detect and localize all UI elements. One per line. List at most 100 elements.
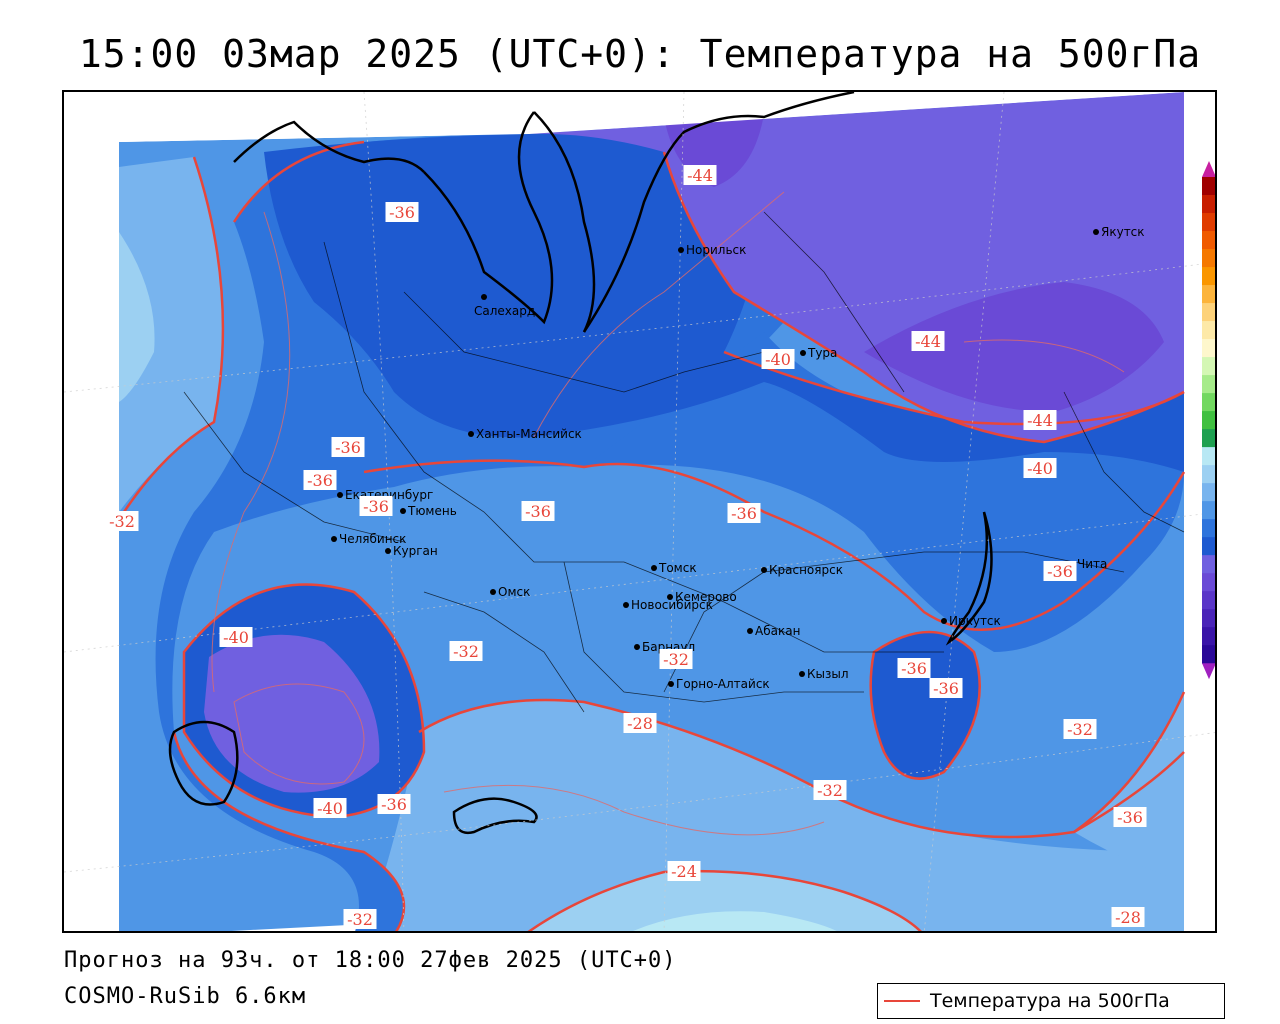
isotherm-label-bg: [521, 501, 555, 521]
city-dot: [385, 548, 391, 554]
field-minus28-west: [119, 157, 223, 512]
outside-domain-left: [64, 92, 119, 931]
forecast-info: Прогноз на 93ч. от 18:00 27фев 2025 (UTC…: [64, 948, 677, 973]
colorbar-segment: [1202, 537, 1215, 556]
city-dot: [800, 350, 806, 356]
city-dot: [678, 247, 684, 253]
city-label: Иркутск: [949, 614, 1001, 628]
isotherms: [122, 140, 1186, 931]
city-dot: [799, 671, 805, 677]
city-label: Новосибирск: [631, 598, 713, 612]
city-dot: [941, 618, 947, 624]
isotherm-label-bg: [623, 713, 657, 733]
city-label: Челябинск: [339, 532, 406, 546]
colorbar-bottom-arrow: [1202, 663, 1215, 680]
field-minus28-south: [365, 700, 1184, 931]
field-minus28-east: [1074, 692, 1184, 882]
isotherm-label: -40: [765, 350, 791, 369]
colorbar-segment: [1202, 501, 1215, 520]
isotherm-label: -28: [1115, 908, 1141, 927]
isotherm-label: -36: [1047, 562, 1073, 581]
city-label: Салехард: [474, 304, 535, 318]
isotherm-label-bg: [449, 641, 483, 661]
isotherm-label: -32: [109, 512, 135, 531]
city-label: Курган: [393, 544, 438, 558]
colorbar-segment: [1202, 213, 1215, 232]
city-label: Красноярск: [769, 563, 843, 577]
colorbar-segment: [1202, 285, 1215, 304]
isotherm-label-bg: [897, 658, 931, 678]
city-dot: [468, 431, 474, 437]
temperature-map[interactable]: Якутск Норильск Салехард Тура Ханты-Мансийск…: [62, 90, 1217, 933]
isotherm-label-bg: [1063, 719, 1097, 739]
isotherm-label: -36: [389, 203, 415, 222]
isotherm-label-bg: [659, 649, 693, 669]
map-title: 15:00 03мар 2025 (UTC+0): Температура на…: [78, 32, 1202, 76]
city-label: Ханты-Мансийск: [476, 427, 582, 441]
colorbar-segment: [1202, 339, 1215, 358]
map-canvas: Якутск Норильск Салехард Тура Ханты-Мансийск…: [64, 92, 1215, 931]
isotherm-label-bg: [683, 165, 717, 185]
isotherm-label-bg: [667, 861, 701, 881]
colorbar-segment: [1202, 609, 1215, 628]
outside-domain-top: [64, 92, 1184, 142]
isotherm-label-bg: [1043, 561, 1077, 581]
isotherm-label: -36: [1117, 808, 1143, 827]
field-minus44-west: [204, 634, 380, 793]
field-minus20-south: [633, 911, 837, 931]
city-dot: [400, 508, 406, 514]
city-label: Якутск: [1101, 225, 1145, 239]
isotherm-minus40: [182, 350, 1185, 819]
isotherm-label-bg: [385, 202, 419, 222]
city-dot: [651, 565, 657, 571]
isotherm-label: -36: [731, 504, 757, 523]
admin-borders: [183, 211, 1185, 713]
city-label: Норильск: [686, 243, 746, 257]
city-label: Абакан: [755, 624, 800, 638]
isotherm-label-bg: [377, 794, 411, 814]
colorbar-segment: [1202, 357, 1215, 376]
city-dot: [747, 628, 753, 634]
isotherm-minus44: [662, 151, 1185, 444]
isotherm-label-bg: [911, 331, 945, 351]
city-label: Тюмень: [407, 504, 457, 518]
isotherm-label: -32: [453, 642, 479, 661]
isotherm-label: -36: [363, 497, 389, 516]
isotherm-label: -36: [933, 679, 959, 698]
isotherm-label: -36: [525, 502, 551, 521]
city-dot: [667, 594, 673, 600]
isotherm-label: -28: [627, 714, 653, 733]
colorbar-segment: [1202, 465, 1215, 484]
isotherm-label: -36: [901, 659, 927, 678]
isotherm-label-bg: [761, 349, 795, 369]
city-label: Омск: [498, 585, 530, 599]
colorbar-segment: [1202, 573, 1215, 592]
isotherm-label-bg: [219, 627, 253, 647]
isotherm-label-bg: [813, 780, 847, 800]
colorbar-segment: [1202, 231, 1215, 250]
isotherm-label: -44: [1027, 411, 1053, 430]
colorbar-segment: [1202, 411, 1215, 430]
isotherm-label-bg: [727, 503, 761, 523]
colorbar-segment: [1202, 591, 1215, 610]
isotherm-label-bg: [1111, 907, 1145, 927]
colorbar-segment: [1202, 519, 1215, 538]
city-label: Кызыл: [807, 667, 849, 681]
city-dot: [490, 589, 496, 595]
city-dot: [331, 536, 337, 542]
legend-label: Температура на 500гПа: [930, 990, 1170, 1012]
isotherm-label-bg: [331, 437, 365, 457]
balkhash-outline: [452, 797, 538, 835]
isotherm-label-bg: [359, 496, 393, 516]
colorbar-segment: [1202, 375, 1215, 394]
isotherm-label: -40: [317, 799, 343, 818]
isotherm-label: -40: [1027, 459, 1053, 478]
city-label: Кемерово: [675, 590, 737, 604]
isotherm-label-bg: [1023, 458, 1057, 478]
isotherm-label: -32: [1067, 720, 1093, 739]
isotherm-label-bg: [313, 798, 347, 818]
isotherm-label-bg: [1023, 410, 1057, 430]
city-dot: [634, 644, 640, 650]
colorbar-segment: [1202, 429, 1215, 448]
isotherm-label: -32: [347, 910, 373, 929]
